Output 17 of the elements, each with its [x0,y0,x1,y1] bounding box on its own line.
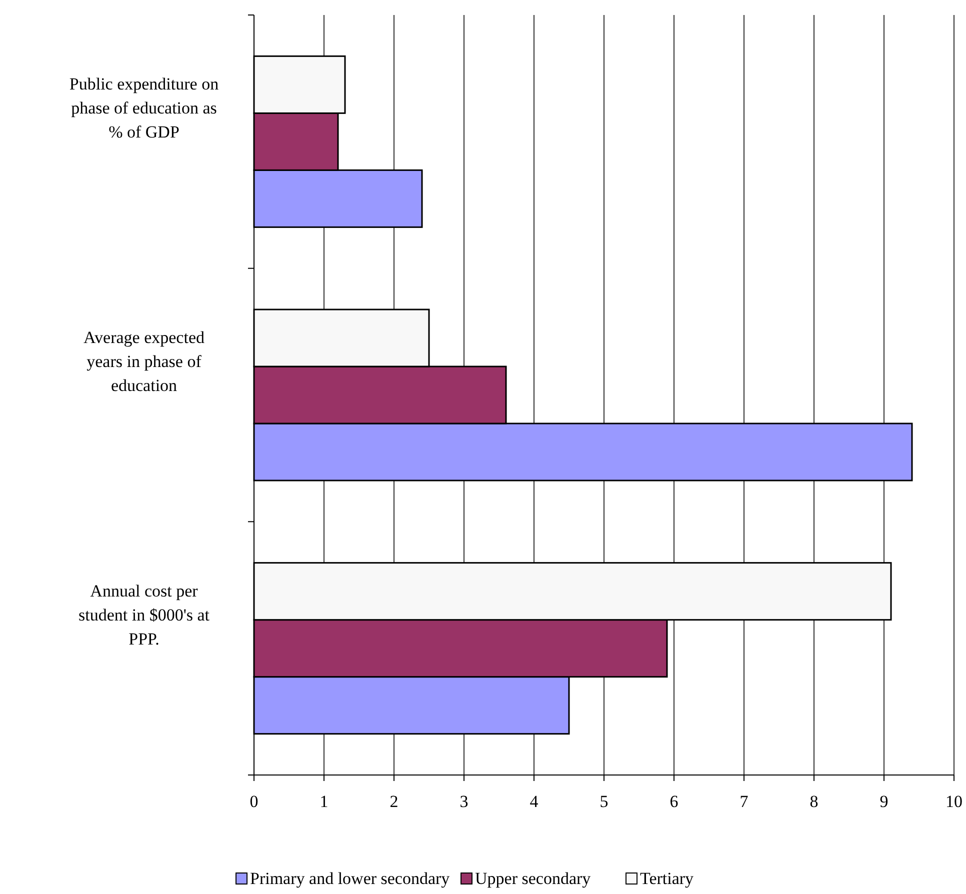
legend-label: Tertiary [640,869,694,888]
x-tick-label: 9 [880,792,888,811]
legend-label: Primary and lower secondary [250,869,450,888]
x-tick-label: 7 [740,792,749,811]
y-tick-label: Average expected years in phase of education [84,328,205,395]
y-tick-label: Public expenditure on phase of education as % of GDP [69,74,220,142]
y-tick-label: Annual cost per student in $000's at PPP. [78,581,210,648]
x-tick-label: 3 [460,792,468,811]
x-tick-label: 8 [810,792,818,811]
x-tick-label: 6 [670,792,678,811]
x-tick-label: 0 [250,792,258,811]
x-tick-label: 4 [530,792,539,811]
legend-label: Upper secondary [475,869,592,888]
x-tick-label: 5 [600,792,608,811]
x-tick-label: 2 [390,792,398,811]
x-tick-label: 10 [946,792,962,811]
x-tick-label: 1 [320,792,328,811]
